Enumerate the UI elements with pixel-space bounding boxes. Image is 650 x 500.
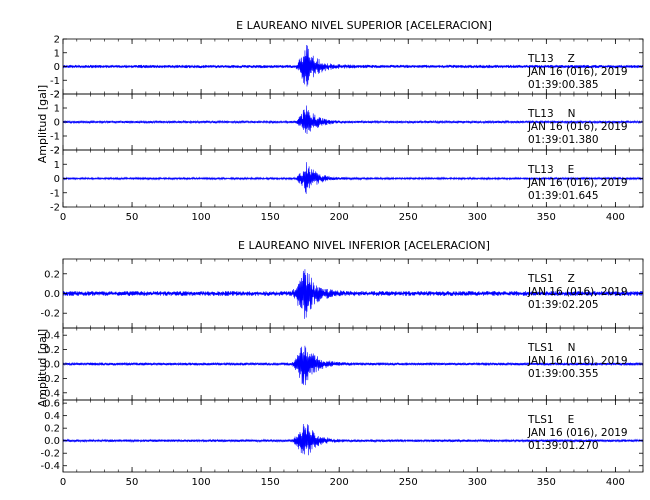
upper-chart-ylabel: Amplitud [gal]: [36, 85, 49, 163]
y-tick-label: 0.4: [44, 411, 60, 422]
y-tick-label: 2: [54, 90, 60, 101]
y-tick-label: -1: [50, 188, 60, 199]
station-label: TLS1 E: [527, 414, 574, 426]
y-tick-label: -0.4: [40, 461, 60, 472]
x-tick-label: 400: [606, 212, 625, 223]
lower-chart-ylabel: Amplitud [gal]: [36, 329, 49, 407]
y-tick-label: -0.2: [40, 449, 60, 460]
x-tick-label: 0: [60, 212, 66, 223]
y-tick-label: -0.4: [40, 388, 60, 399]
y-tick-label: 0.0: [44, 360, 60, 371]
y-tick-label: 1: [54, 160, 60, 171]
x-tick-label: 300: [468, 477, 487, 488]
waveform-tls1-z: [63, 269, 643, 319]
x-tick-label: 250: [399, 212, 418, 223]
x-tick-label: 200: [330, 477, 349, 488]
time-label: 01:39:01.270: [528, 440, 599, 452]
y-tick-label: 1: [54, 48, 60, 59]
waveform-tls1-e: [63, 423, 643, 456]
x-tick-label: 350: [537, 212, 556, 223]
y-tick-label: 0: [54, 62, 60, 73]
component-code: Z: [568, 273, 575, 285]
x-tick-label: 100: [192, 212, 211, 223]
x-tick-label: 300: [468, 212, 487, 223]
x-tick-label: 150: [261, 477, 280, 488]
y-tick-label: 0.0: [44, 289, 60, 300]
station-code: TL13: [527, 164, 554, 176]
station-label: TL13 E: [527, 164, 574, 176]
y-tick-label: 2: [54, 146, 60, 157]
station-label: TLS1 N: [527, 342, 575, 354]
station-code: TL13: [527, 53, 554, 65]
station-label: TLS1 Z: [527, 273, 575, 285]
y-tick-label: 1: [54, 104, 60, 115]
time-label: 01:39:00.385: [528, 79, 599, 91]
y-tick-label: -0.2: [40, 309, 60, 320]
time-label: 01:39:02.205: [528, 299, 599, 311]
time-label: 01:39:01.645: [528, 190, 599, 202]
y-tick-label: 0.2: [44, 424, 60, 435]
time-label: 01:39:00.355: [528, 368, 599, 380]
x-tick-label: 0: [60, 477, 66, 488]
x-tick-label: 350: [537, 477, 556, 488]
component-code: N: [568, 108, 576, 120]
date-label: JAN 16 (016), 2019: [527, 427, 628, 439]
date-label: JAN 16 (016), 2019: [527, 177, 628, 189]
waveform-tl13-z: [63, 44, 643, 87]
lower-chart: E LAUREANO NIVEL INFERIOR [ACELERACION] …: [36, 239, 644, 488]
y-tick-label: 0.0: [44, 436, 60, 447]
x-tick-label: 400: [606, 477, 625, 488]
component-code: N: [568, 342, 576, 354]
y-tick-label: -1: [50, 76, 60, 87]
y-tick-label: 0.6: [44, 399, 60, 410]
date-label: JAN 16 (016), 2019: [527, 121, 628, 133]
y-tick-label: 0: [54, 118, 60, 129]
y-tick-label: 0: [54, 174, 60, 185]
waveform-tl13-e: [63, 162, 643, 194]
station-code: TLS1: [527, 414, 554, 426]
y-tick-label: -0.2: [40, 374, 60, 385]
y-tick-label: 0.2: [44, 269, 60, 280]
x-tick-label: 50: [126, 477, 139, 488]
y-tick-label: -2: [50, 146, 60, 157]
x-tick-label: 250: [399, 477, 418, 488]
x-tick-label: 150: [261, 212, 280, 223]
y-tick-label: -2: [50, 203, 60, 214]
x-tick-label: 200: [330, 212, 349, 223]
component-code: Z: [568, 53, 575, 65]
y-tick-label: 0.4: [44, 331, 60, 342]
station-code: TLS1: [527, 342, 554, 354]
station-code: TLS1: [527, 273, 554, 285]
y-tick-label: -2: [50, 90, 60, 101]
waveform-tl13-n: [63, 105, 643, 135]
upper-chart: E LAUREANO NIVEL SUPERIOR [ACELERACION] …: [36, 19, 644, 223]
waveform-tls1-n: [63, 345, 643, 386]
y-tick-label: 2: [54, 35, 60, 46]
x-tick-label: 100: [192, 477, 211, 488]
station-label: TL13 Z: [527, 53, 575, 65]
station-label: TL13 N: [527, 108, 575, 120]
component-code: E: [568, 164, 575, 176]
y-tick-label: 0.2: [44, 345, 60, 356]
date-label: JAN 16 (016), 2019: [527, 355, 628, 367]
time-label: 01:39:01.380: [528, 134, 599, 146]
x-tick-label: 50: [126, 212, 139, 223]
date-label: JAN 16 (016), 2019: [527, 66, 628, 78]
component-code: E: [568, 414, 575, 426]
y-tick-label: -1: [50, 132, 60, 143]
upper-chart-title: E LAUREANO NIVEL SUPERIOR [ACELERACION]: [236, 19, 492, 32]
lower-chart-title: E LAUREANO NIVEL INFERIOR [ACELERACION]: [238, 239, 490, 252]
date-label: JAN 16 (016), 2019: [527, 286, 628, 298]
station-code: TL13: [527, 108, 554, 120]
